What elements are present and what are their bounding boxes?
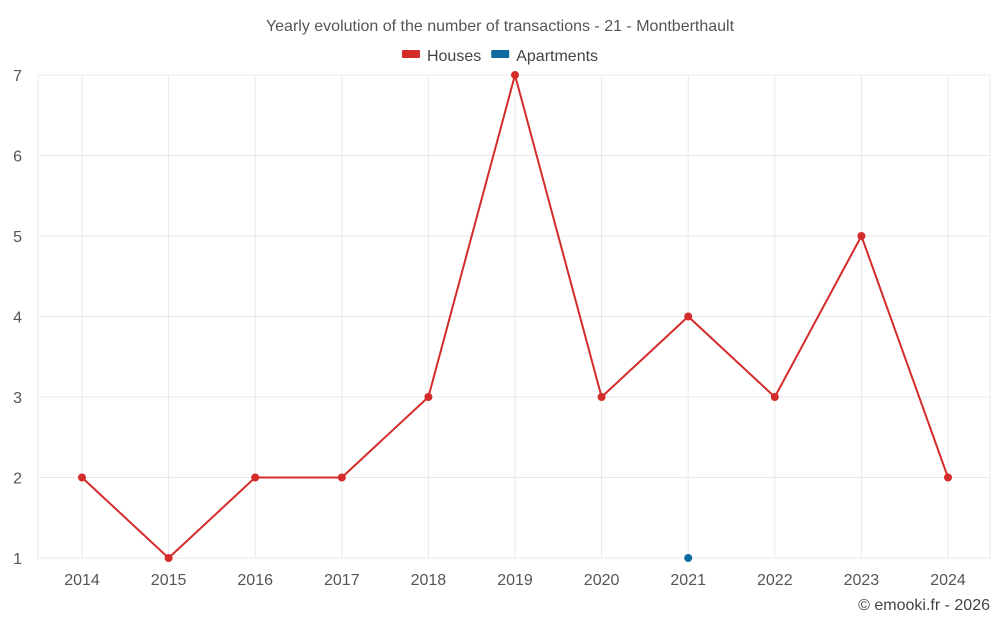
data-point-houses[interactable]: [684, 312, 693, 321]
x-tick-label: 2015: [151, 572, 187, 589]
x-tick-label: 2020: [584, 572, 620, 589]
y-tick-label: 1: [13, 551, 22, 568]
data-point-houses[interactable]: [597, 393, 606, 401]
x-tick-label: 2017: [324, 572, 360, 589]
chart-title: Yearly evolution of the number of transa…: [266, 18, 735, 35]
data-point-apartments[interactable]: [684, 554, 693, 562]
data-point-houses[interactable]: [511, 71, 519, 79]
x-tick-label: 2014: [64, 572, 100, 589]
series-layer: [78, 71, 952, 562]
x-tick-label: 2024: [930, 572, 966, 589]
legend-label: Houses: [427, 48, 481, 65]
legend-swatch: [401, 50, 420, 58]
grid: [37, 74, 991, 559]
x-tick-label: 2021: [670, 572, 706, 589]
data-point-houses[interactable]: [251, 473, 260, 482]
data-point-houses[interactable]: [164, 554, 173, 562]
y-tick-label: 2: [13, 471, 22, 488]
y-tick-label: 7: [13, 68, 22, 85]
data-point-houses[interactable]: [944, 473, 952, 482]
x-tick-label: 2019: [497, 572, 533, 589]
data-point-houses[interactable]: [770, 393, 779, 401]
y-tick-label: 6: [13, 149, 22, 166]
data-point-houses[interactable]: [78, 473, 86, 482]
data-point-houses[interactable]: [424, 393, 433, 401]
y-tick-label: 4: [13, 310, 22, 327]
legend-swatch: [491, 50, 510, 58]
credit-text: © emooki.fr - 2026: [858, 597, 990, 614]
x-tick-label: 2023: [844, 572, 880, 589]
legend-label: Apartments: [516, 48, 598, 65]
legend-item-houses[interactable]: Houses: [401, 48, 481, 65]
data-point-houses[interactable]: [857, 232, 866, 240]
data-point-houses[interactable]: [337, 473, 346, 482]
axes: 1 2 3 4 5 6 7 2014 2015 2016 2017 2018 2019 2020 2021 2…: [13, 68, 966, 589]
y-tick-label: 5: [13, 229, 22, 246]
legend: Houses Apartments: [401, 48, 598, 65]
x-tick-label: 2016: [237, 572, 273, 589]
x-tick-label: 2022: [757, 572, 793, 589]
x-tick-label: 2018: [411, 572, 447, 589]
legend-item-apartments[interactable]: Apartments: [491, 48, 598, 65]
y-tick-label: 3: [13, 390, 22, 407]
